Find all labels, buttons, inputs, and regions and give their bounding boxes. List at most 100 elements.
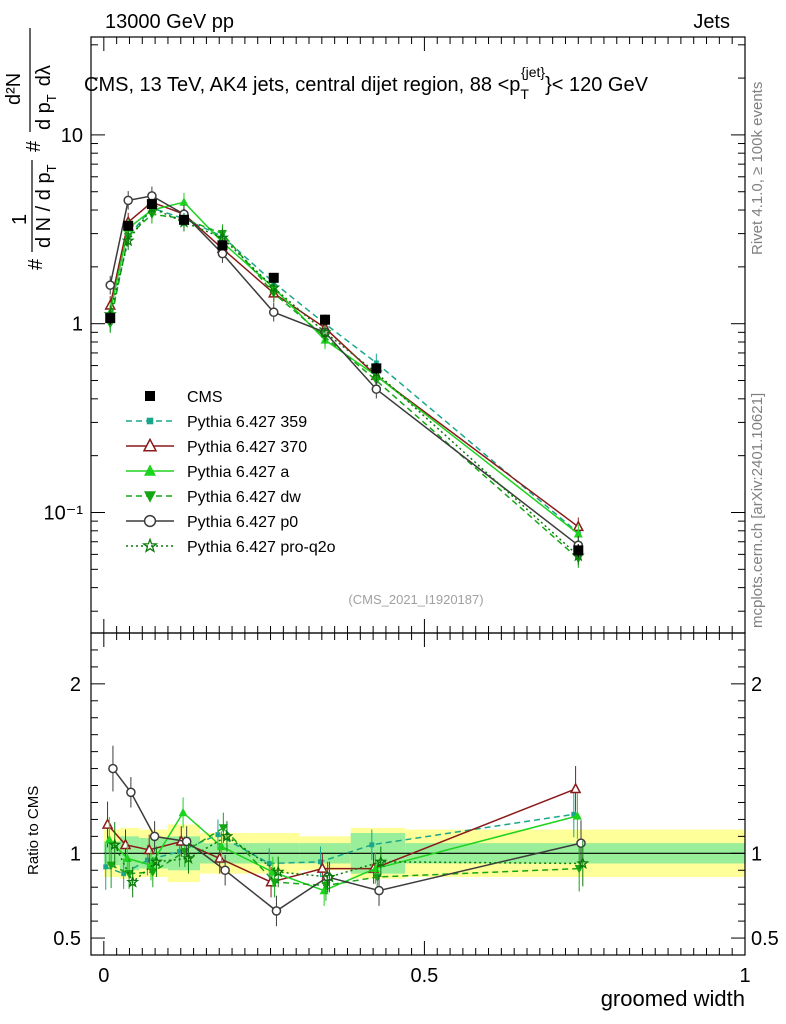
ylabel-num: d²N — [3, 73, 25, 105]
plot-title-tail: }< 120 GeV — [545, 74, 649, 96]
ratio-point — [369, 842, 375, 848]
ratio-point — [149, 831, 160, 842]
series-point — [573, 528, 583, 538]
series-pythia-6-427-a — [105, 192, 583, 544]
ratio-point — [121, 871, 127, 877]
cms-point — [217, 240, 228, 251]
ratio-point — [126, 787, 136, 798]
ratio-point — [126, 875, 140, 888]
main-panel: 10⁻¹ 1 10 — [44, 36, 746, 634]
y-axis-label: # 1 d N / d pT # d²N d pTdλ — [3, 28, 59, 270]
legend-marker — [144, 491, 156, 503]
ratio-point — [270, 878, 280, 888]
legend-marker — [142, 437, 158, 452]
series-point — [105, 280, 116, 290]
ylabel-hash: # — [25, 258, 47, 270]
ratio-series-pythia-6-427-359 — [103, 791, 577, 890]
ratio-point — [569, 782, 582, 794]
ratio-series-pythia-6-427-a — [104, 793, 582, 906]
legend-item: Pythia 6.427 p0 — [126, 514, 298, 531]
legend: CMS Pythia 6.427 359 Pythia 6.427 370 Pythi… — [126, 389, 336, 556]
energy-label: 13000 GeV pp — [105, 11, 234, 33]
legend-marker — [146, 417, 154, 425]
legend-label: Pythia 6.427 359 — [187, 414, 307, 431]
series-point — [371, 384, 382, 394]
ratio-point — [124, 870, 134, 879]
legend-label: Pythia 6.427 pro-q2o — [187, 539, 336, 556]
series-line — [109, 207, 579, 534]
ylabel-den: d p — [33, 102, 55, 130]
legend-item: Pythia 6.427 370 — [126, 437, 307, 456]
ratio-point — [149, 854, 163, 868]
series-line — [109, 201, 579, 535]
series-point — [121, 233, 135, 247]
ylabel-T: T — [44, 164, 59, 172]
cms-point — [371, 363, 382, 374]
ratio-y-label: Ratio to CMS — [25, 786, 42, 875]
ratio-y-tick-label: 2 — [70, 674, 81, 696]
ylabel-one: 1 — [9, 214, 31, 225]
ratio-point — [176, 849, 182, 855]
legend-label: Pythia 6.427 370 — [187, 439, 307, 456]
ratio-point — [220, 865, 230, 876]
ratio-point — [178, 807, 188, 817]
ylabel-den-sub: T — [44, 94, 59, 102]
svg-text:#: # — [23, 140, 45, 152]
ratio-y-tick-label-right: 0.5 — [751, 928, 779, 950]
ratio-point — [271, 906, 282, 916]
series-point — [215, 230, 229, 244]
series-pythia-6-427-359 — [107, 198, 581, 543]
legend-marker — [145, 391, 155, 401]
cms-point — [178, 214, 189, 225]
ratio-point — [576, 838, 586, 848]
cms-point — [105, 313, 116, 324]
cms-point — [268, 272, 279, 283]
ratio-point — [181, 836, 192, 847]
ratio-point — [108, 837, 122, 851]
cms-point — [320, 314, 331, 325]
cms-point — [146, 199, 157, 210]
plot-title-main: CMS, 13 TeV, AK4 jets, central dijet reg… — [84, 74, 520, 96]
ratio-point — [316, 862, 329, 873]
ratio-point — [266, 861, 272, 866]
series-line — [109, 207, 579, 557]
legend-marker — [144, 464, 156, 476]
ratio-point — [104, 834, 114, 844]
y-tick-label: 10⁻¹ — [44, 502, 84, 524]
y-tick-label: 10 — [61, 125, 83, 147]
series-point — [217, 248, 228, 259]
svg-text:d²N: d²N — [3, 73, 25, 105]
mcplots-label: mcplots.cern.ch [arXiv:2401.10621] — [749, 393, 766, 628]
ratio-point — [103, 864, 109, 870]
legend-item: CMS — [145, 389, 223, 406]
ylabel-dn: d N / d p — [33, 172, 55, 248]
ratio-y-tick-label-right: 1 — [751, 843, 762, 865]
ratio-point — [218, 824, 228, 833]
x-tick-label: 1 — [739, 965, 750, 987]
svg-text:#: # — [25, 258, 47, 270]
legend-marker — [141, 537, 159, 553]
series-cms — [105, 199, 584, 558]
series-line — [109, 213, 579, 560]
plot-title-sup: {jet} — [521, 64, 545, 80]
legend-item: Pythia 6.427 a — [126, 464, 289, 481]
x-axis-label: groomed width — [601, 986, 745, 1011]
ratio-point — [215, 832, 221, 838]
ratio-point — [576, 856, 590, 870]
legend-label: Pythia 6.427 dw — [187, 489, 301, 506]
plot-title-sub: T — [520, 86, 529, 102]
series-point — [179, 197, 189, 206]
svg-text:1: 1 — [9, 214, 31, 225]
ratio-point — [374, 854, 388, 868]
category-label: Jets — [693, 11, 730, 33]
ratio-point — [220, 829, 234, 842]
ratio-point — [181, 851, 196, 864]
legend-item: Pythia 6.427 359 — [126, 414, 307, 431]
series-point — [268, 307, 279, 318]
plot-title: CMS, 13 TeV, AK4 jets, central dijet reg… — [84, 64, 649, 102]
ratio-series-line — [114, 835, 583, 884]
legend-label: Pythia 6.427 p0 — [187, 514, 298, 531]
ratio-y-tick-label-right: 2 — [751, 674, 762, 696]
series-point — [123, 195, 133, 206]
